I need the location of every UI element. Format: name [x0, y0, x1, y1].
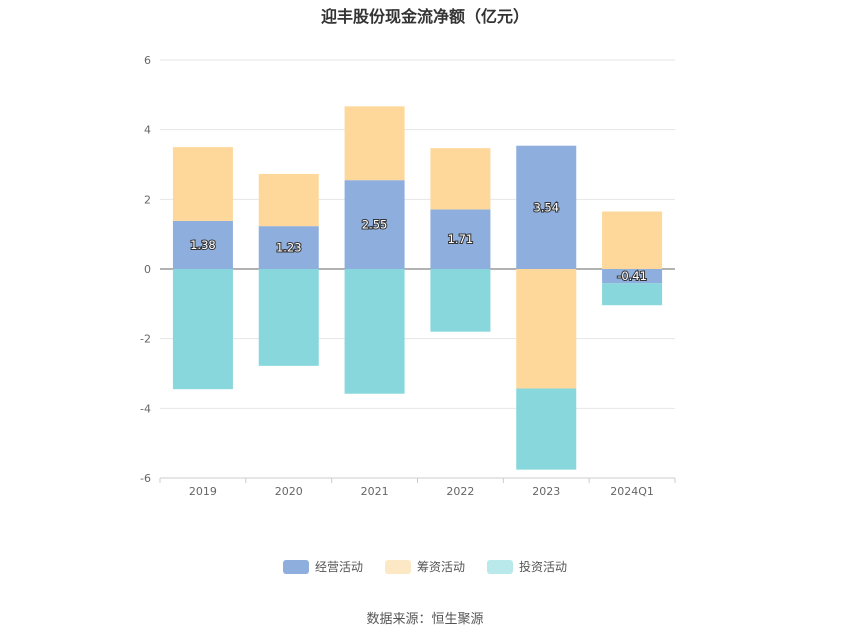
- x-tick-label: 2019: [189, 485, 217, 498]
- bar-operating: [344, 180, 405, 269]
- bar-financing: [344, 106, 405, 181]
- bar-investing: [602, 283, 663, 306]
- bar-operating: [172, 220, 233, 269]
- data-label: 1.23: [276, 241, 302, 255]
- y-tick-label: 4: [144, 124, 151, 137]
- bar-operating: [602, 269, 663, 284]
- legend-label-operating: 经营活动: [314, 560, 363, 574]
- data-label: 2.55: [362, 218, 388, 232]
- bar-financing: [430, 148, 491, 210]
- x-tick-label: 2024Q1: [610, 485, 654, 498]
- legend-item-operating[interactable]: 经营活动: [282, 558, 363, 575]
- legend-swatch-investing: [487, 559, 513, 574]
- bar-operating: [258, 226, 319, 269]
- bar-financing: [258, 173, 319, 227]
- legend-swatch-operating: [282, 559, 309, 574]
- x-tick-label: 2022: [446, 485, 474, 498]
- x-tick-label: 2021: [361, 485, 389, 498]
- data-label: 3.54: [533, 200, 559, 214]
- bar-financing: [516, 269, 577, 389]
- data-label: 1.71: [448, 232, 474, 246]
- x-tick-label: 2020: [275, 485, 303, 498]
- y-tick-label: 6: [144, 54, 151, 67]
- bar-operating: [516, 145, 577, 269]
- legend-label-investing: 投资活动: [519, 560, 568, 574]
- legend: 经营活动 筹资活动 投资活动: [0, 558, 850, 575]
- bar-financing: [602, 211, 663, 269]
- bar-financing: [172, 147, 233, 221]
- legend-item-investing[interactable]: 投资活动: [487, 558, 567, 575]
- legend-swatch-financing: [384, 559, 411, 574]
- legend-item-financing[interactable]: 筹资活动: [384, 558, 465, 575]
- bar-investing: [258, 269, 319, 366]
- legend-label-financing: 筹资活动: [416, 560, 465, 574]
- bar-investing: [172, 269, 233, 390]
- y-tick-label: 0: [144, 263, 151, 276]
- data-label: -0.41: [617, 269, 647, 283]
- bar-investing: [430, 269, 491, 332]
- bar-investing: [344, 269, 405, 394]
- bar-operating: [430, 209, 491, 269]
- y-tick-label: -4: [140, 402, 151, 415]
- x-tick-label: 2023: [532, 485, 560, 498]
- y-tick-label: 2: [144, 193, 151, 206]
- y-tick-label: -2: [140, 333, 151, 346]
- data-label: 1.38: [190, 238, 216, 252]
- data-source: 数据来源：恒生聚源: [366, 612, 484, 627]
- bar-investing: [516, 388, 577, 470]
- y-tick-label: -6: [140, 472, 151, 485]
- chart-title: 迎丰股份现金流净额（亿元）: [320, 7, 529, 26]
